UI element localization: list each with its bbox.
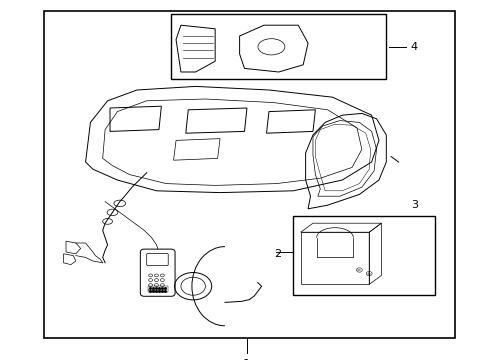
Bar bbox=[171, 14, 386, 79]
FancyBboxPatch shape bbox=[140, 249, 175, 296]
Text: 1: 1 bbox=[243, 358, 250, 360]
Bar bbox=[293, 216, 434, 295]
Text: 3: 3 bbox=[410, 200, 417, 210]
FancyBboxPatch shape bbox=[146, 253, 168, 266]
Text: 2: 2 bbox=[273, 249, 281, 259]
Bar bbox=[148, 286, 167, 292]
Bar bbox=[44, 11, 454, 338]
Text: 4: 4 bbox=[410, 42, 417, 52]
